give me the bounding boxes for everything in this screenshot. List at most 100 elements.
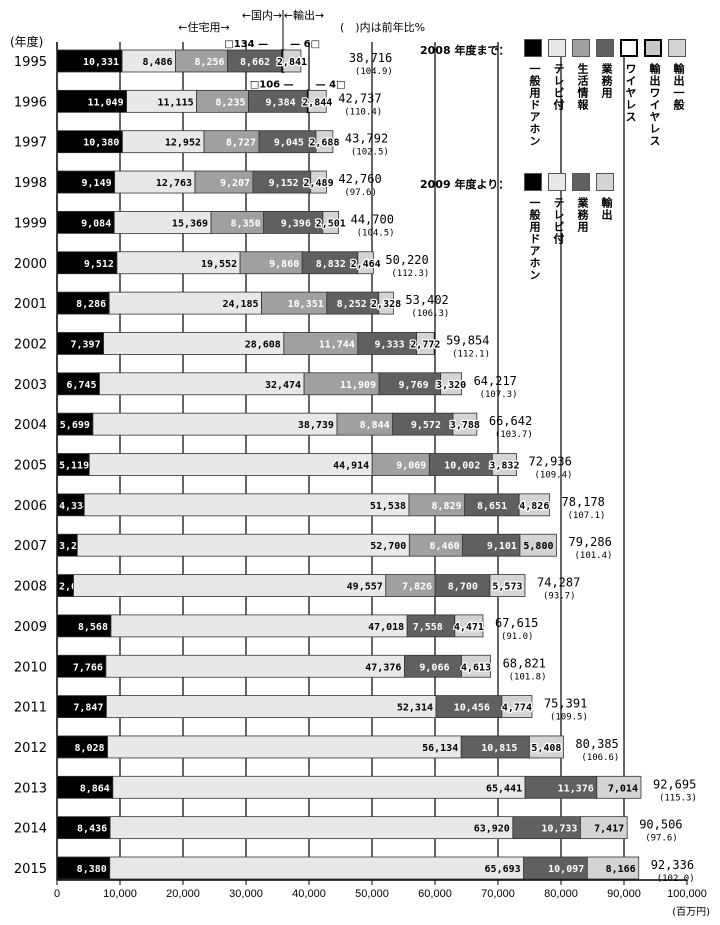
segment-label-tv: 51,538 xyxy=(370,501,406,512)
year-label: 2002 xyxy=(14,337,47,352)
year-label: 2003 xyxy=(14,378,47,393)
year-label: 1996 xyxy=(14,95,47,110)
segment-label-tv: 47,376 xyxy=(365,662,401,673)
bar-segment-tv xyxy=(73,574,387,597)
bar-segment-tv xyxy=(109,856,525,880)
year-label: 2010 xyxy=(14,660,47,675)
segment-label-biz: 9,066 xyxy=(419,662,449,673)
segment-label-ex: 2,501 xyxy=(316,218,346,229)
segment-label-ex: 4,774 xyxy=(502,703,532,714)
housing-group-label: ←住宅用→ xyxy=(178,20,229,34)
legend-label: テレビ付 xyxy=(552,197,565,245)
segment-label-ex: 3,320 xyxy=(436,380,466,391)
legend-swatch-exwl xyxy=(644,39,662,57)
segment-label-door: 5,699 xyxy=(60,420,90,431)
year-label: 1998 xyxy=(14,176,47,191)
segment-label-ex: 4,471 xyxy=(454,622,484,633)
x-tick-label: 100,000 xyxy=(667,888,707,900)
segment-label-tv: 24,185 xyxy=(222,299,258,310)
ratio-label: (104.9) xyxy=(355,67,393,77)
segment-label-biz: 8,651 xyxy=(477,501,507,512)
segment-label-door: 10,331 xyxy=(83,57,119,68)
ratio-label: (101.8) xyxy=(509,672,547,682)
bar-segment-tv xyxy=(107,735,462,759)
total-label: 42,737 xyxy=(338,91,381,105)
year-label: 1999 xyxy=(14,216,47,231)
segment-label-ex: 2,464 xyxy=(351,259,381,270)
segment-label-door: 7,766 xyxy=(73,662,103,673)
bar-segment-ex xyxy=(501,695,533,718)
legend-swatch-door xyxy=(524,39,542,57)
legend-swatch-tv xyxy=(548,39,566,57)
total-label: 44,700 xyxy=(351,212,394,226)
segment-label-door: 7,847 xyxy=(73,703,103,714)
segment-label-biz: 9,396 xyxy=(281,218,311,229)
segment-label-door: 8,028 xyxy=(74,743,104,754)
bar-segment-ex xyxy=(586,856,640,880)
segment-label-door: 8,568 xyxy=(78,622,108,633)
segment-label-door: 8,380 xyxy=(77,864,107,875)
year-label: 1997 xyxy=(14,136,47,151)
segment-label-life: 8,235 xyxy=(215,97,245,108)
segment-label-door: 5,119 xyxy=(59,461,89,472)
x-tick-label: 30,000 xyxy=(229,888,263,900)
segment-label-tv: 32,474 xyxy=(265,380,301,391)
segment-label-life: 9,860 xyxy=(269,259,299,270)
segment-label-biz: 10,456 xyxy=(454,703,490,714)
total-label: 67,615 xyxy=(495,616,538,630)
bar-segment-tv xyxy=(112,775,526,799)
segment-label-biz: 7,558 xyxy=(413,622,443,633)
year-label: 2015 xyxy=(14,862,47,877)
bar-segment-ex xyxy=(491,453,517,476)
year-label: 2004 xyxy=(14,418,47,433)
segment-label-tv: 47,018 xyxy=(368,622,404,633)
ratio-label: (106.6) xyxy=(581,753,619,763)
segment-label-door: 9,084 xyxy=(81,218,111,229)
export-wireless-callout: — 6□ xyxy=(290,39,320,50)
legend-label: 輸出一般 xyxy=(672,63,685,111)
segment-label-door: 10,380 xyxy=(83,138,119,149)
total-label: 92,695 xyxy=(653,777,696,791)
x-tick-label: 0 xyxy=(54,888,60,900)
segment-label-biz: 9,101 xyxy=(487,541,517,552)
year-label: 1995 xyxy=(14,55,47,70)
x-tick-label: 60,000 xyxy=(418,888,452,900)
segment-label-tv: 63,920 xyxy=(474,824,510,835)
bar-segment-ex xyxy=(596,775,642,799)
x-tick-label: 50,000 xyxy=(355,888,389,900)
total-label: 92,336 xyxy=(651,858,694,872)
segment-label-tv: 56,134 xyxy=(422,743,458,754)
bar-segment-tv xyxy=(110,614,408,638)
segment-label-ex: 5,408 xyxy=(531,743,561,754)
ratio-label: (97.6) xyxy=(344,188,377,198)
x-axis-unit: (百万円) xyxy=(672,906,710,918)
segment-label-life: 8,844 xyxy=(360,420,390,431)
segment-label-door: 8,864 xyxy=(80,783,110,794)
segment-label-ex: 7,417 xyxy=(594,824,624,835)
legend-swatch-ex xyxy=(596,173,614,191)
year-label: 2007 xyxy=(14,539,47,554)
legend-label: 業務用 xyxy=(576,197,589,233)
segment-label-door: 7,397 xyxy=(70,339,100,350)
bar-segment-ex xyxy=(518,493,550,517)
year-label: 2000 xyxy=(14,257,47,272)
bar-segment-tv xyxy=(106,695,437,718)
segment-label-ex: 3,788 xyxy=(450,420,480,431)
segment-label-biz: 9,152 xyxy=(269,178,299,189)
ratio-label: (106.3) xyxy=(411,309,449,319)
segment-label-biz: 10,733 xyxy=(541,824,577,835)
export-wireless-callout: — 4□ xyxy=(316,79,346,90)
segment-label-biz: 11,376 xyxy=(558,783,594,794)
legend-label: ワイヤレス xyxy=(624,63,637,123)
segment-label-tv: 65,693 xyxy=(485,864,521,875)
bar-segment-ex xyxy=(461,654,491,678)
bar-segment-ex xyxy=(322,210,340,234)
bar-segment-ex xyxy=(519,533,557,557)
year-label: 2011 xyxy=(14,701,47,716)
x-tick-label: 90,000 xyxy=(607,888,641,900)
year-label: 2006 xyxy=(14,499,47,514)
legend-swatch-tv xyxy=(548,173,566,191)
segment-label-ex: 2,844 xyxy=(302,97,332,108)
segment-label-tv: 12,763 xyxy=(156,178,192,189)
